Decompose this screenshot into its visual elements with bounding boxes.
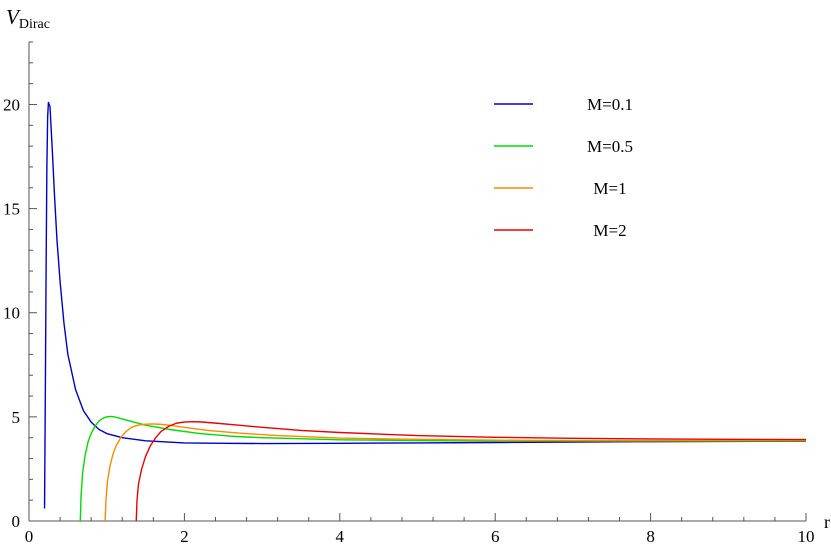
x-tick-label: 2: [180, 527, 189, 546]
y-axis-label-main: V: [6, 5, 21, 29]
x-axis-label: r: [824, 512, 830, 532]
series-line-1: [43, 101, 807, 509]
series-line-3: [104, 423, 806, 522]
x-tick-label: 0: [25, 527, 34, 546]
legend-label-3: M=1: [593, 179, 626, 198]
legend-label-1: M=0.1: [587, 95, 633, 114]
legend-label-2: M=0.5: [587, 137, 633, 156]
y-axis-label: VDirac: [6, 5, 50, 32]
chart-frame: 0 2 4 6 8 10 0 5 10 15 20: [3, 41, 815, 546]
y-tick-label: 5: [12, 408, 21, 427]
legend: M=0.1 M=0.5 M=1 M=2: [494, 95, 633, 240]
series-layer: [43, 101, 807, 522]
x-tick-label: 4: [336, 527, 345, 546]
y-tick-label: 10: [3, 304, 20, 323]
y-axis-label-sub: Dirac: [19, 17, 50, 32]
y-tick-label: 0: [12, 512, 21, 531]
x-tick-label: 6: [491, 527, 500, 546]
legend-label-4: M=2: [593, 221, 626, 240]
series-line-4: [135, 420, 807, 522]
y-tick-label: 15: [3, 200, 20, 219]
y-tick-label: 20: [3, 95, 20, 114]
x-tick-label: 10: [798, 527, 815, 546]
x-tick-label: 8: [646, 527, 655, 546]
series-line-2: [79, 415, 806, 522]
